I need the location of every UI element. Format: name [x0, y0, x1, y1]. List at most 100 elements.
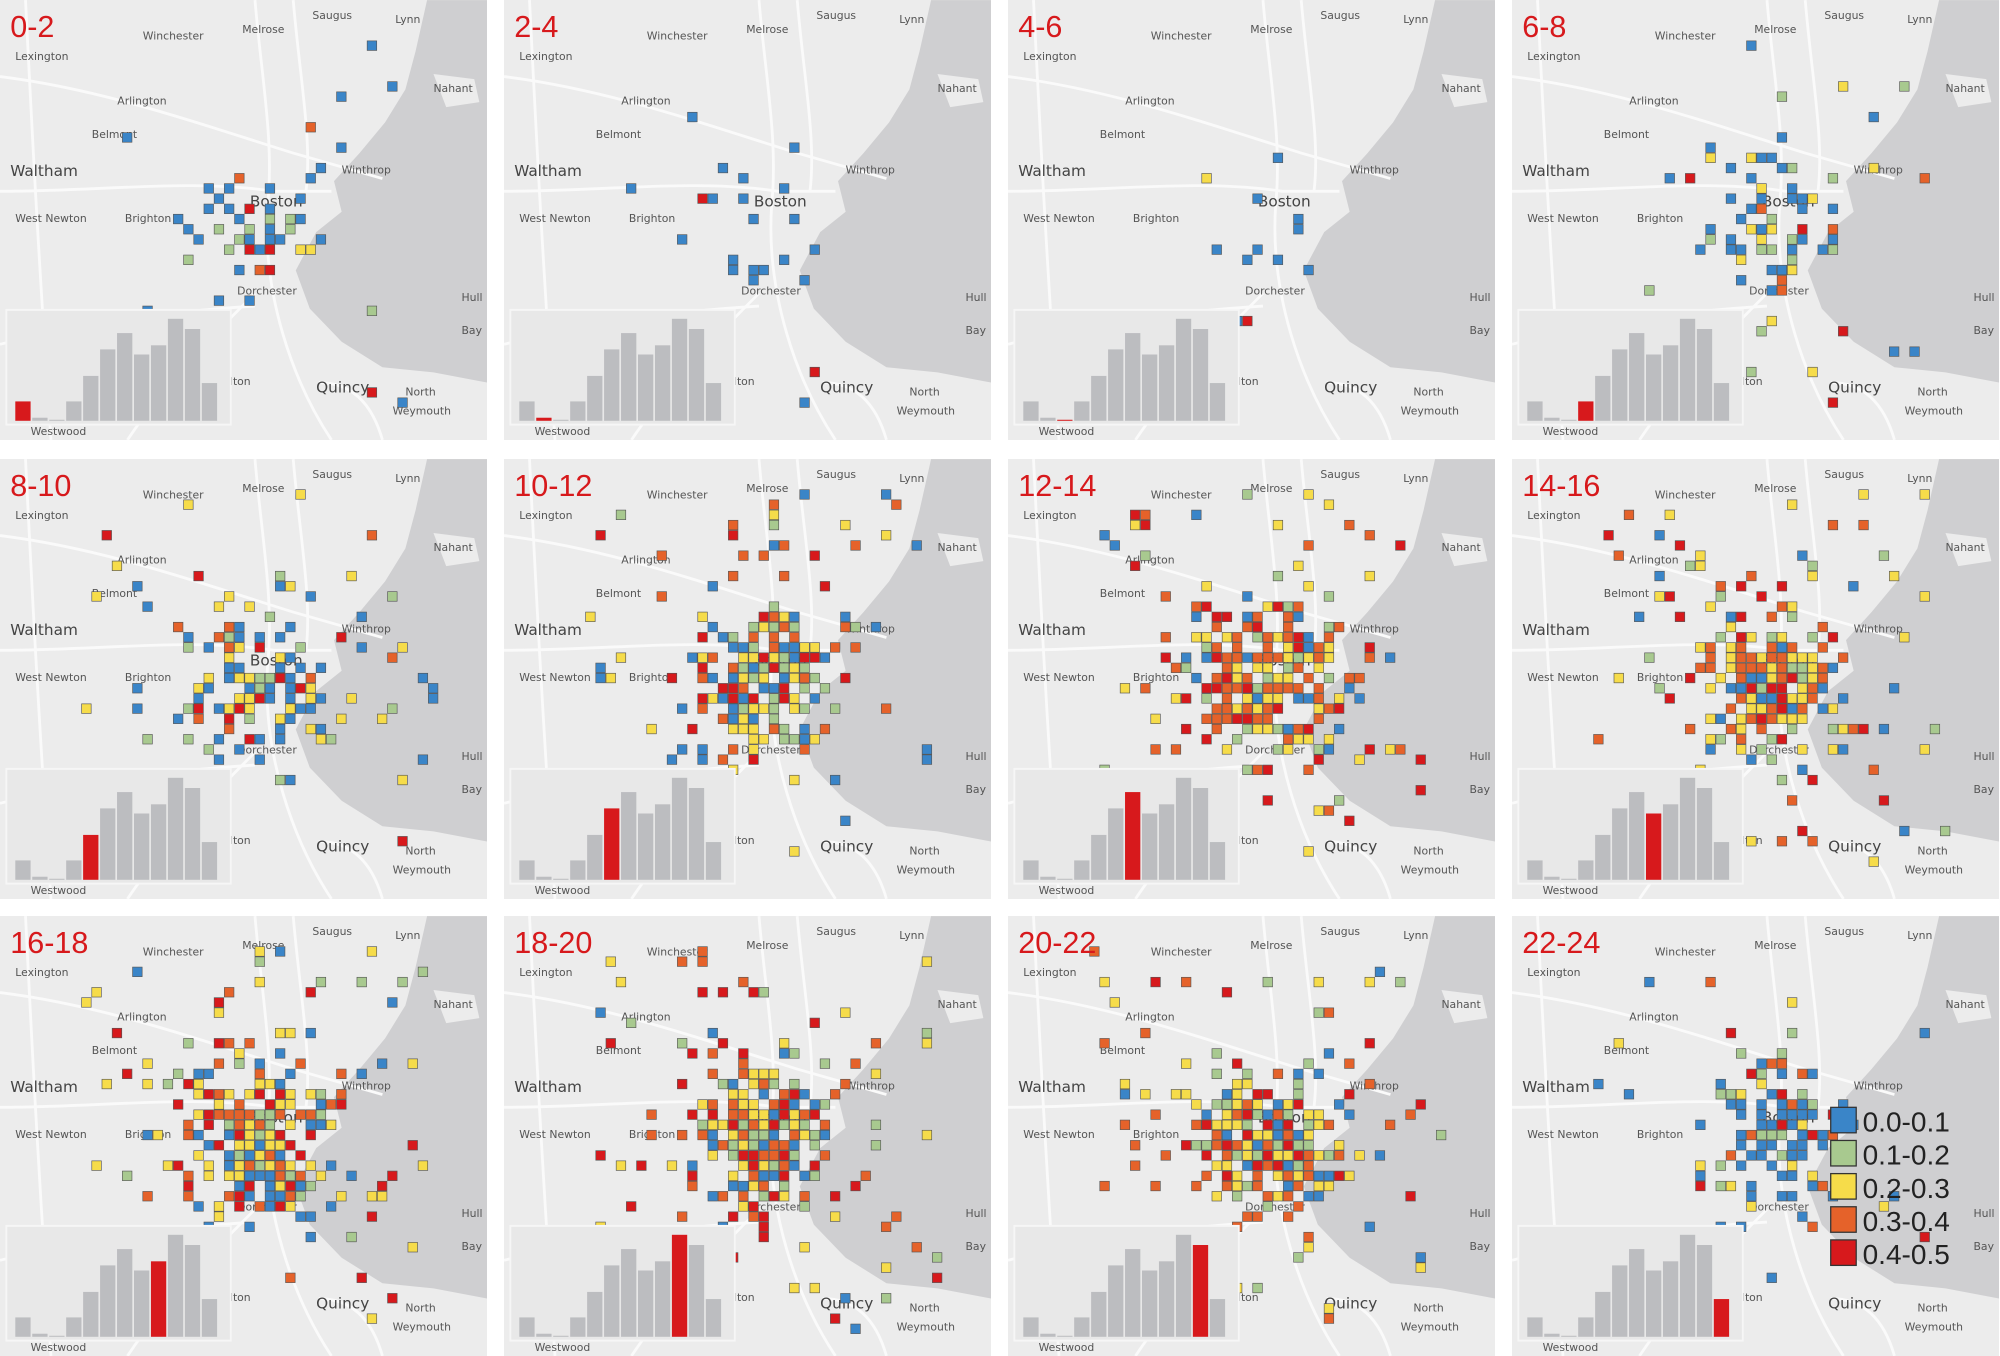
histogram-bar-highlighted	[536, 417, 552, 421]
grid-cell-0.0-0.1	[1807, 1109, 1818, 1120]
grid-cell-0.0-0.1	[1756, 1140, 1767, 1151]
grid-cell-0.4-0.5	[748, 1160, 759, 1171]
grid-cell-0.0-0.1	[275, 723, 286, 735]
histogram-bar	[705, 1299, 722, 1337]
grid-cell-0.3-0.4	[1211, 713, 1222, 724]
place-label: Lexington	[15, 509, 68, 522]
grid-cell-0.2-0.3	[275, 1027, 286, 1039]
grid-cell-0.3-0.4	[1242, 1211, 1253, 1222]
grid-cell-0.2-0.3	[646, 723, 657, 735]
grid-cell-0.3-0.4	[1776, 672, 1788, 684]
grid-cell-0.0-0.1	[697, 744, 708, 755]
grid-cell-0.0-0.1	[1827, 662, 1839, 673]
grid-cell-0.4-0.5	[728, 683, 739, 694]
grid-cell-0.2-0.3	[142, 1078, 153, 1090]
grid-cell-0.1-0.2	[789, 1048, 800, 1059]
place-label: Bay	[462, 1240, 483, 1253]
grid-cell-0.1-0.2	[809, 672, 820, 684]
grid-cell-0.2-0.3	[1323, 652, 1335, 663]
grid-cell-0.2-0.3	[1303, 652, 1314, 663]
grid-cell-0.0-0.1	[1293, 224, 1304, 235]
grid-cell-0.3-0.4	[1191, 601, 1202, 612]
histogram-bar	[1141, 354, 1158, 421]
place-label: Winchester	[1151, 489, 1212, 502]
grid-cell-0.0-0.1	[264, 683, 276, 694]
place-label: Westwood	[1039, 884, 1095, 897]
grid-cell-0.2-0.3	[1119, 1078, 1131, 1090]
grid-cell-0.4-0.5	[758, 1211, 769, 1222]
grid-cell-0.3-0.4	[1262, 1191, 1273, 1202]
place-label: Winthrop	[1854, 1079, 1903, 1092]
grid-cell-0.2-0.3	[1221, 1160, 1233, 1171]
grid-cell-0.2-0.3	[1303, 734, 1314, 745]
grid-cell-0.3-0.4	[1130, 1140, 1141, 1151]
grid-cell-0.4-0.5	[687, 1170, 698, 1181]
grid-cell-0.0-0.1	[1736, 1140, 1747, 1151]
grid-cell-0.2-0.3	[1313, 805, 1324, 816]
grid-cell-0.1-0.2	[1797, 1089, 1808, 1100]
grid-cell-0.2-0.3	[1695, 550, 1706, 561]
grid-cell-0.0-0.1	[366, 40, 378, 51]
grid-cell-0.2-0.3	[605, 956, 616, 967]
grid-cell-0.0-0.1	[677, 703, 688, 714]
grid-cell-0.2-0.3	[748, 1099, 759, 1110]
grid-cell-0.0-0.1	[234, 662, 245, 673]
grid-cell-0.4-0.5	[1201, 734, 1212, 745]
grid-cell-0.1-0.2	[789, 621, 800, 633]
grid-cell-0.2-0.3	[1725, 652, 1737, 663]
place-label: Belmont	[92, 1044, 137, 1057]
grid-cell-0.0-0.1	[1705, 142, 1716, 153]
grid-cell-0.0-0.1	[244, 1150, 255, 1161]
grid-cell-0.0-0.1	[183, 224, 194, 235]
grid-cell-0.4-0.5	[264, 1099, 276, 1110]
grid-cell-0.1-0.2	[1323, 621, 1335, 633]
grid-cell-0.3-0.4	[881, 1221, 892, 1232]
grid-cell-0.3-0.4	[1725, 703, 1737, 714]
place-label: Dorchester	[237, 285, 297, 298]
grid-cell-0.4-0.5	[717, 683, 729, 694]
place-label: Dorchester	[237, 744, 297, 757]
place-label: Nahant	[1441, 541, 1480, 554]
grid-cell-0.3-0.4	[1746, 652, 1757, 663]
grid-cell-0.1-0.2	[1787, 234, 1798, 245]
road	[1803, 0, 1822, 192]
legend-swatch	[1830, 1139, 1857, 1167]
grid-cell-0.2-0.3	[840, 519, 851, 531]
grid-cell-0.4-0.5	[1242, 1129, 1253, 1141]
grid-cell-0.2-0.3	[1252, 1129, 1263, 1141]
place-label: Quincy	[820, 1295, 873, 1313]
grid-cell-0.4-0.5	[728, 1211, 739, 1222]
grid-cell-0.0-0.1	[1766, 1272, 1777, 1283]
grid-cell-0.0-0.1	[1211, 244, 1222, 255]
place-label: West Newton	[1023, 671, 1094, 684]
grid-cell-0.3-0.4	[295, 1058, 306, 1069]
grid-cell-0.0-0.1	[1787, 1109, 1798, 1120]
grid-cell-0.0-0.1	[315, 234, 327, 245]
histogram-bar	[1612, 349, 1628, 421]
grid-cell-0.0-0.1	[264, 1180, 276, 1192]
grid-cell-0.0-0.1	[234, 264, 245, 276]
grid-cell-0.2-0.3	[1695, 560, 1706, 571]
histogram-bar	[587, 1291, 603, 1337]
histogram-bar	[570, 401, 586, 421]
place-label: Bay	[966, 783, 987, 796]
place-label: North	[909, 385, 939, 398]
time-range-title: 12-14	[1018, 469, 1096, 503]
grid-cell-0.1-0.2	[1787, 723, 1798, 735]
grid-cell-0.0-0.1	[677, 234, 688, 245]
place-label: Arlington	[1125, 95, 1174, 108]
grid-cell-0.0-0.1	[1756, 1119, 1767, 1130]
histogram-bar	[621, 792, 637, 880]
grid-cell-0.0-0.1	[1787, 703, 1798, 714]
grid-cell-0.3-0.4	[1736, 662, 1747, 673]
grid-cell-0.4-0.5	[1160, 652, 1171, 663]
grid-cell-0.3-0.4	[799, 1109, 810, 1120]
grid-cell-0.2-0.3	[768, 652, 780, 663]
grid-cell-0.0-0.1	[315, 693, 327, 704]
grid-cell-0.0-0.1	[595, 672, 606, 684]
grid-cell-0.0-0.1	[285, 621, 296, 633]
grid-cell-0.1-0.2	[748, 672, 759, 684]
grid-cell-0.3-0.4	[1283, 1191, 1294, 1202]
grid-cell-0.3-0.4	[850, 642, 861, 653]
grid-cell-0.0-0.1	[264, 224, 276, 235]
